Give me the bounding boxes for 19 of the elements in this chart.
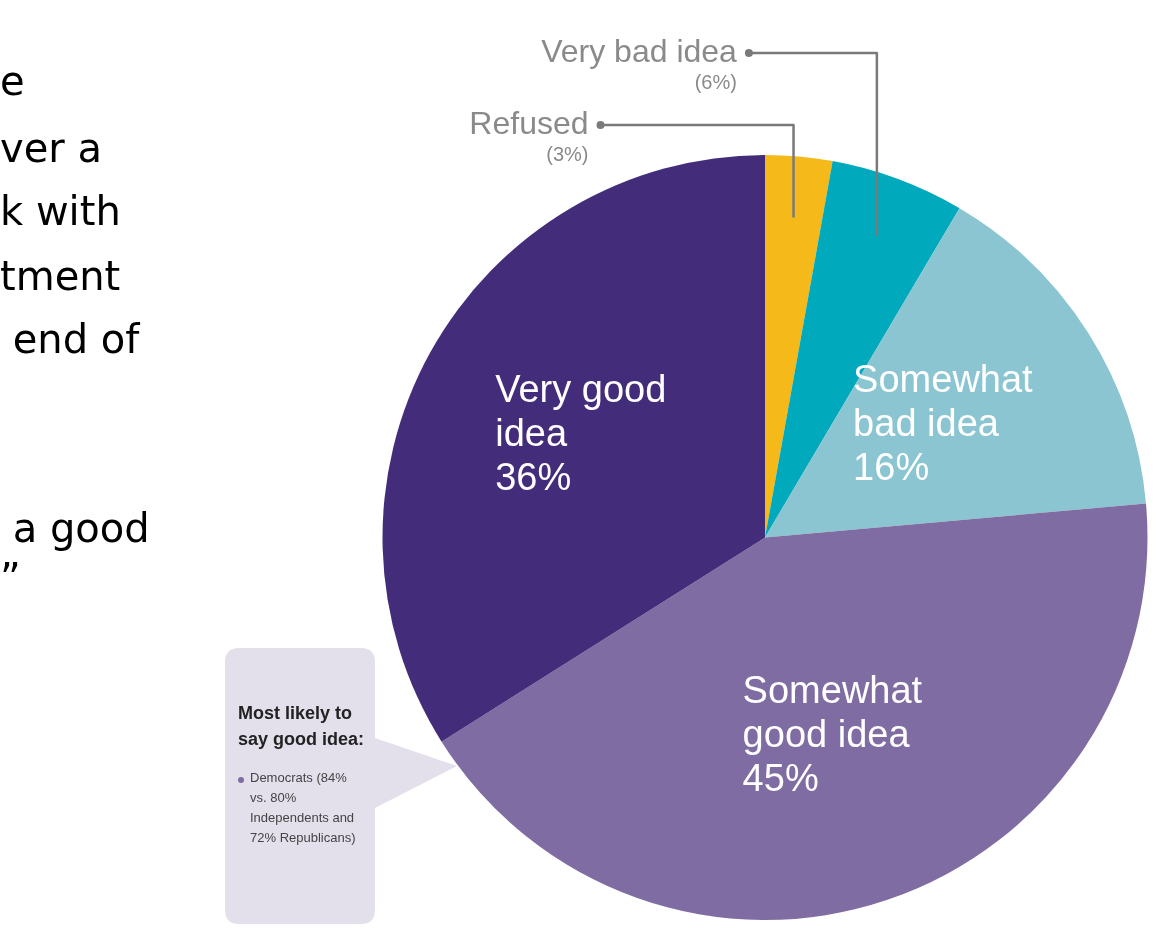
text: ver a: [0, 125, 102, 171]
text: tment: [0, 253, 121, 299]
data-label: 36%: [495, 456, 572, 499]
text: e: [0, 58, 25, 104]
slice-label: Very bad idea: [541, 32, 738, 69]
text: ”: [0, 555, 21, 601]
slice-label: Somewhat bad idea: [853, 357, 1034, 444]
slice-label: Refused: [469, 104, 589, 141]
slice-label: Somewhat good idea: [742, 669, 923, 756]
data-label: (3%): [546, 142, 589, 165]
data-label: 16%: [853, 445, 930, 488]
text: k with: [0, 188, 121, 234]
text: Most likely to say good idea:: [238, 702, 366, 751]
data-label: 45%: [742, 757, 819, 800]
text: end of: [11, 316, 140, 362]
data-label: (6%): [694, 70, 737, 93]
text: Democrats (84% vs. 80% Independents and 72% Republicans): [250, 769, 357, 847]
text: a good: [11, 505, 150, 551]
slice-label: Very good idea: [495, 368, 667, 455]
